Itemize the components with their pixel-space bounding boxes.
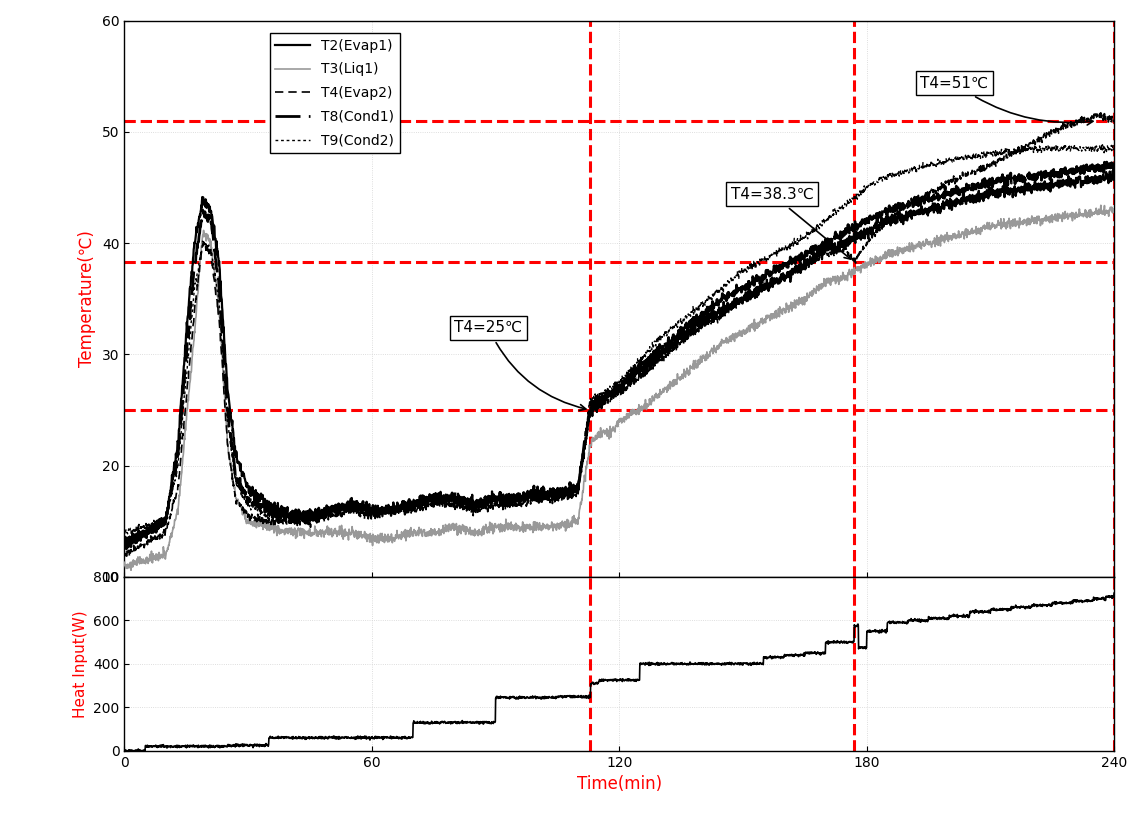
Text: T4=51℃: T4=51℃	[921, 75, 1093, 125]
T8(Cond1)	[541, 494, 554, 504]
T9(Cond2)	[231, 482, 244, 492]
T3(Liq1)	[124, 565, 138, 575]
T3(Liq1)	[541, 519, 554, 529]
T2(Evap1)	[231, 458, 244, 468]
Line: T8(Cond1): T8(Cond1)	[124, 162, 1114, 549]
T2(Evap1)	[1088, 178, 1102, 188]
T2(Evap1)	[118, 534, 131, 544]
T9(Cond2)	[290, 511, 303, 521]
T3(Liq1)	[498, 521, 511, 530]
T4(Evap2)	[1107, 115, 1121, 125]
T3(Liq1)	[1094, 200, 1107, 210]
Text: T4=38.3℃: T4=38.3℃	[731, 186, 851, 259]
T8(Cond1)	[118, 535, 131, 545]
T8(Cond1)	[231, 477, 244, 487]
T8(Cond1)	[982, 177, 995, 187]
Text: T4=25℃: T4=25℃	[455, 320, 586, 411]
Line: T9(Cond2): T9(Cond2)	[124, 144, 1114, 535]
T8(Cond1)	[1088, 163, 1102, 172]
T2(Evap1)	[1107, 172, 1121, 182]
T2(Evap1)	[541, 490, 554, 500]
Y-axis label: Temperature(℃): Temperature(℃)	[78, 230, 96, 367]
T8(Cond1)	[1102, 157, 1115, 167]
T9(Cond2)	[1057, 139, 1071, 149]
Y-axis label: Heat Input(W): Heat Input(W)	[72, 610, 87, 718]
T3(Liq1)	[1107, 204, 1121, 214]
X-axis label: Time(min): Time(min)	[577, 776, 662, 793]
T8(Cond1)	[498, 494, 511, 504]
T3(Liq1)	[982, 224, 995, 233]
Line: T3(Liq1): T3(Liq1)	[124, 205, 1114, 570]
T3(Liq1)	[118, 558, 131, 568]
T8(Cond1)	[120, 544, 133, 554]
T4(Evap2)	[118, 546, 131, 556]
T9(Cond2)	[1107, 144, 1121, 153]
T3(Liq1)	[290, 526, 303, 536]
T9(Cond2)	[982, 148, 995, 158]
T4(Evap2)	[498, 502, 511, 512]
T2(Evap1)	[1106, 166, 1120, 176]
T4(Evap2)	[982, 162, 995, 172]
T2(Evap1)	[982, 193, 995, 203]
T3(Liq1)	[231, 498, 244, 508]
T4(Evap2)	[1094, 108, 1107, 118]
T4(Evap2)	[541, 494, 554, 504]
T8(Cond1)	[1107, 160, 1121, 170]
Line: T2(Evap1): T2(Evap1)	[124, 171, 1114, 547]
T9(Cond2)	[541, 489, 554, 499]
T4(Evap2)	[120, 551, 133, 561]
T9(Cond2)	[124, 530, 138, 540]
T2(Evap1)	[290, 514, 303, 524]
Legend: T2(Evap1), T3(Liq1), T4(Evap2), T8(Cond1), T9(Cond2): T2(Evap1), T3(Liq1), T4(Evap2), T8(Cond1…	[270, 33, 400, 153]
T2(Evap1)	[124, 542, 138, 552]
T4(Evap2)	[231, 499, 244, 509]
T8(Cond1)	[290, 513, 303, 523]
T4(Evap2)	[290, 518, 303, 528]
Line: T4(Evap2): T4(Evap2)	[124, 113, 1114, 556]
T4(Evap2)	[1088, 112, 1102, 122]
T9(Cond2)	[118, 526, 131, 535]
T3(Liq1)	[1088, 207, 1102, 217]
T9(Cond2)	[498, 493, 511, 503]
T2(Evap1)	[498, 498, 511, 508]
T9(Cond2)	[1088, 145, 1102, 155]
